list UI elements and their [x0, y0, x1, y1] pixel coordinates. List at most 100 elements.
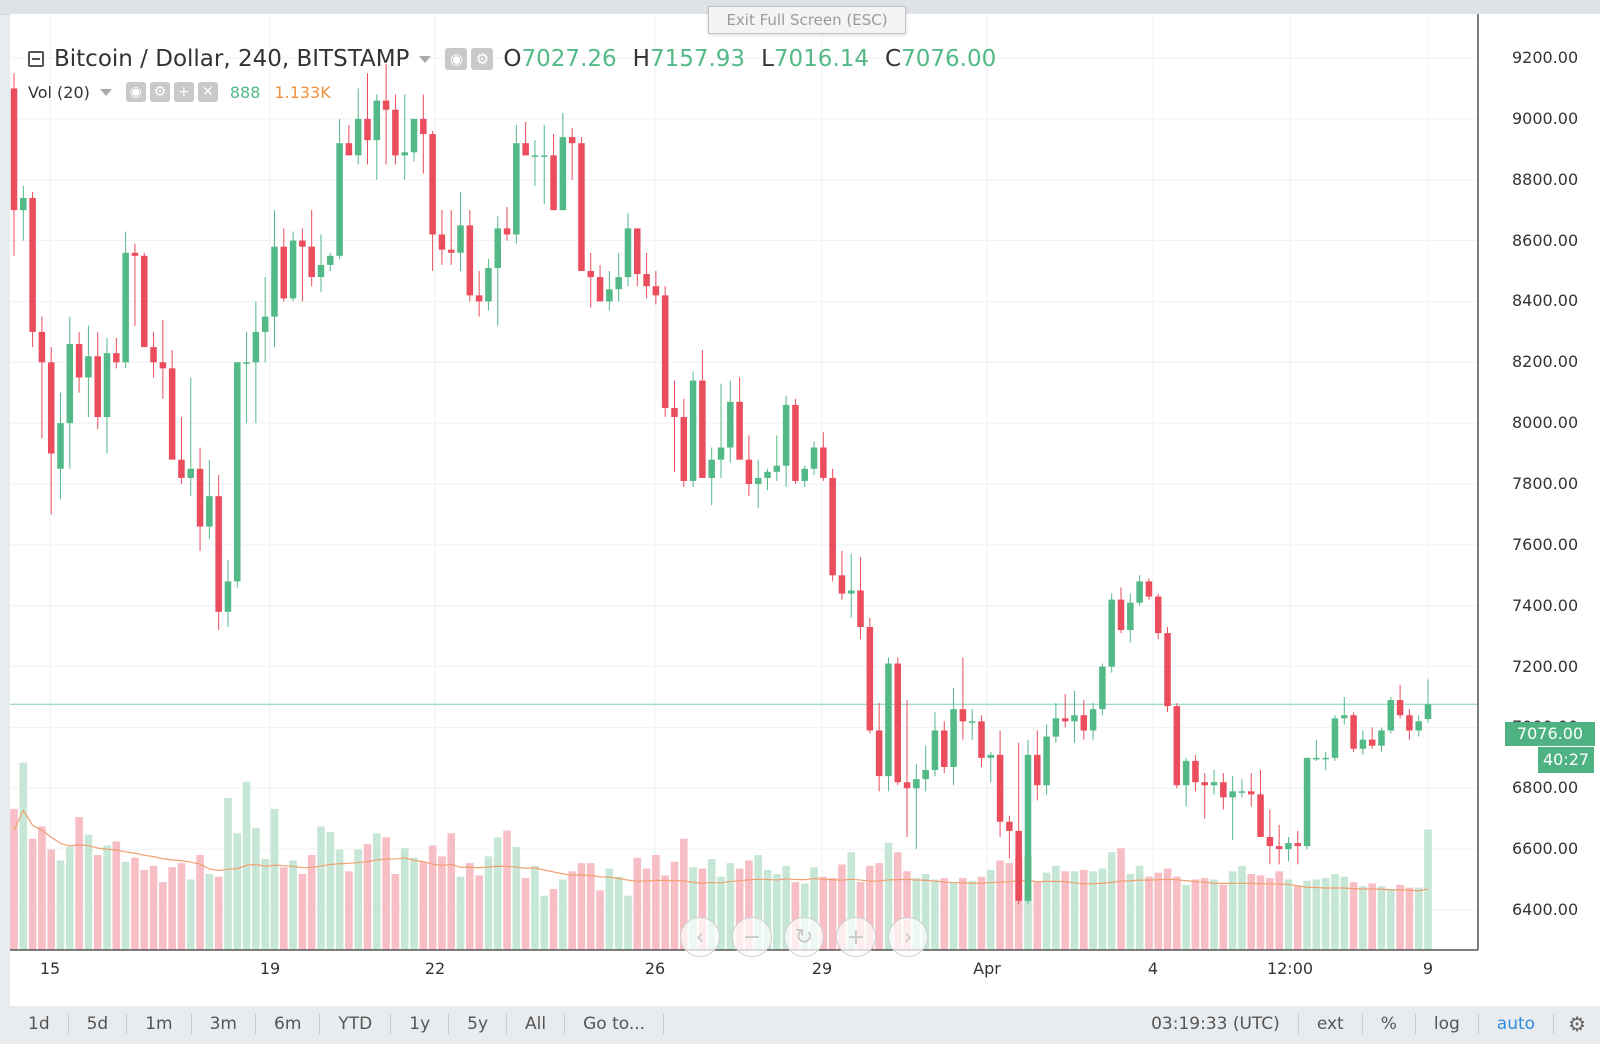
range-1y[interactable]: 1y: [391, 1014, 450, 1034]
volume-bar: [1191, 879, 1200, 950]
log-toggle[interactable]: log: [1416, 1014, 1479, 1034]
chart-area[interactable]: Bitcoin / Dollar, 240, BITSTAMP ◉ ⚙ O 70…: [10, 14, 1600, 1006]
volume-bar: [754, 855, 763, 950]
eye-icon[interactable]: ◉: [125, 82, 146, 102]
range-6m[interactable]: 6m: [256, 1014, 321, 1034]
volume-bar: [149, 865, 158, 950]
range-5y[interactable]: 5y: [449, 1014, 508, 1034]
range-5d[interactable]: 5d: [69, 1014, 128, 1034]
candle-body: [615, 277, 622, 290]
candle-body: [1396, 700, 1404, 716]
candle-body: [392, 109, 399, 156]
auto-toggle[interactable]: auto: [1479, 1014, 1555, 1034]
zoom-out-button[interactable]: −: [732, 917, 772, 957]
volume-bar: [1173, 876, 1181, 950]
time-tick-label: 22: [424, 959, 446, 978]
volume-bar: [1340, 876, 1349, 950]
range-1d[interactable]: 1d: [10, 1014, 69, 1034]
volume-bar: [773, 874, 781, 950]
range-1m[interactable]: 1m: [127, 1014, 192, 1034]
volume-bar: [810, 867, 818, 950]
candle-body: [782, 404, 790, 466]
candle-body: [29, 197, 36, 332]
eye-icon[interactable]: ◉: [445, 48, 468, 70]
exit-fullscreen-hint[interactable]: Exit Full Screen (ESC): [708, 6, 906, 34]
candle-body: [829, 477, 836, 576]
volume-bar: [1396, 884, 1404, 950]
volume-bar: [838, 864, 846, 950]
candle-body: [1387, 700, 1395, 731]
range-all[interactable]: All: [507, 1014, 566, 1034]
volume-bar: [828, 878, 837, 950]
volume-bar: [307, 855, 316, 950]
candle-body: [1117, 599, 1125, 631]
gear-icon[interactable]: ⚙: [471, 48, 494, 70]
volume-title[interactable]: Vol (20): [28, 82, 90, 102]
volume-bar: [707, 859, 716, 950]
volume-bar: [112, 841, 121, 950]
volume-bar: [456, 876, 465, 950]
volume-bar: [1042, 872, 1051, 950]
time-tick-label: 12:00: [1266, 959, 1314, 978]
price-tick-label: 7600.00: [1512, 534, 1579, 554]
plus-icon[interactable]: +: [173, 82, 194, 102]
candle-body: [234, 362, 241, 582]
volume-bar: [977, 876, 986, 950]
chart-canvas[interactable]: [10, 14, 1600, 1006]
volume-bar: [884, 842, 893, 950]
gear-icon[interactable]: ⚙: [1568, 1012, 1586, 1036]
volume-bar: [1107, 852, 1116, 950]
volume-bar: [438, 856, 446, 950]
goto-date-button[interactable]: Go to...: [565, 1014, 665, 1034]
candle-body: [122, 252, 129, 363]
candle-body: [559, 137, 567, 211]
candle-body: [820, 447, 827, 478]
range-ytd[interactable]: YTD: [320, 1014, 392, 1034]
volume-bar: [410, 857, 418, 950]
chevron-down-icon[interactable]: [419, 55, 432, 63]
candle-body: [996, 754, 1004, 822]
zoom-in-button[interactable]: +: [836, 917, 876, 957]
reset-chart-button[interactable]: ↻: [784, 917, 824, 957]
candle-body: [168, 368, 176, 460]
volume-bar: [875, 863, 883, 950]
collapse-legend-icon[interactable]: [28, 51, 44, 67]
candle-body: [773, 465, 781, 472]
candle-body: [280, 246, 288, 299]
chevron-down-icon[interactable]: [99, 88, 112, 96]
gear-icon[interactable]: ⚙: [149, 82, 170, 102]
candle-body: [224, 581, 232, 612]
candle-body: [66, 344, 74, 424]
candle-body: [103, 353, 111, 418]
candle-body: [1350, 715, 1357, 749]
ext-toggle[interactable]: ext: [1299, 1014, 1363, 1034]
volume-bar: [996, 860, 1004, 950]
volume-bar: [1052, 865, 1060, 950]
candle-body: [652, 286, 660, 296]
scroll-right-button[interactable]: ›: [888, 917, 928, 957]
candle-body: [289, 240, 297, 299]
volume-ma-path: [13, 809, 1429, 892]
volume-bar: [745, 860, 753, 950]
utc-clock[interactable]: 03:19:33 (UTC): [1133, 1014, 1299, 1034]
candle-body: [1043, 736, 1050, 786]
percent-toggle[interactable]: %: [1363, 1014, 1416, 1034]
range-3m[interactable]: 3m: [192, 1014, 256, 1034]
scroll-left-button[interactable]: ‹: [680, 917, 720, 957]
volume-legend: Vol (20) ◉ ⚙ + ✕ 888 1.133K: [28, 80, 331, 104]
candle-body: [968, 721, 976, 723]
candle-body: [1173, 706, 1181, 786]
candle-body: [606, 289, 613, 302]
volume-bar: [735, 868, 744, 950]
candle-body: [1378, 730, 1385, 746]
volume-bar: [1145, 876, 1153, 950]
candle-body: [708, 459, 715, 478]
candle-body: [382, 100, 390, 110]
symbol-title[interactable]: Bitcoin / Dollar, 240, BITSTAMP: [54, 46, 410, 72]
candle-body: [38, 331, 46, 363]
volume-bar: [419, 861, 428, 950]
volume-ma-value: 1.133K: [274, 82, 331, 102]
price-tick-label: 6400.00: [1512, 900, 1579, 919]
close-icon[interactable]: ✕: [197, 82, 218, 102]
volume-bar: [1070, 871, 1079, 950]
